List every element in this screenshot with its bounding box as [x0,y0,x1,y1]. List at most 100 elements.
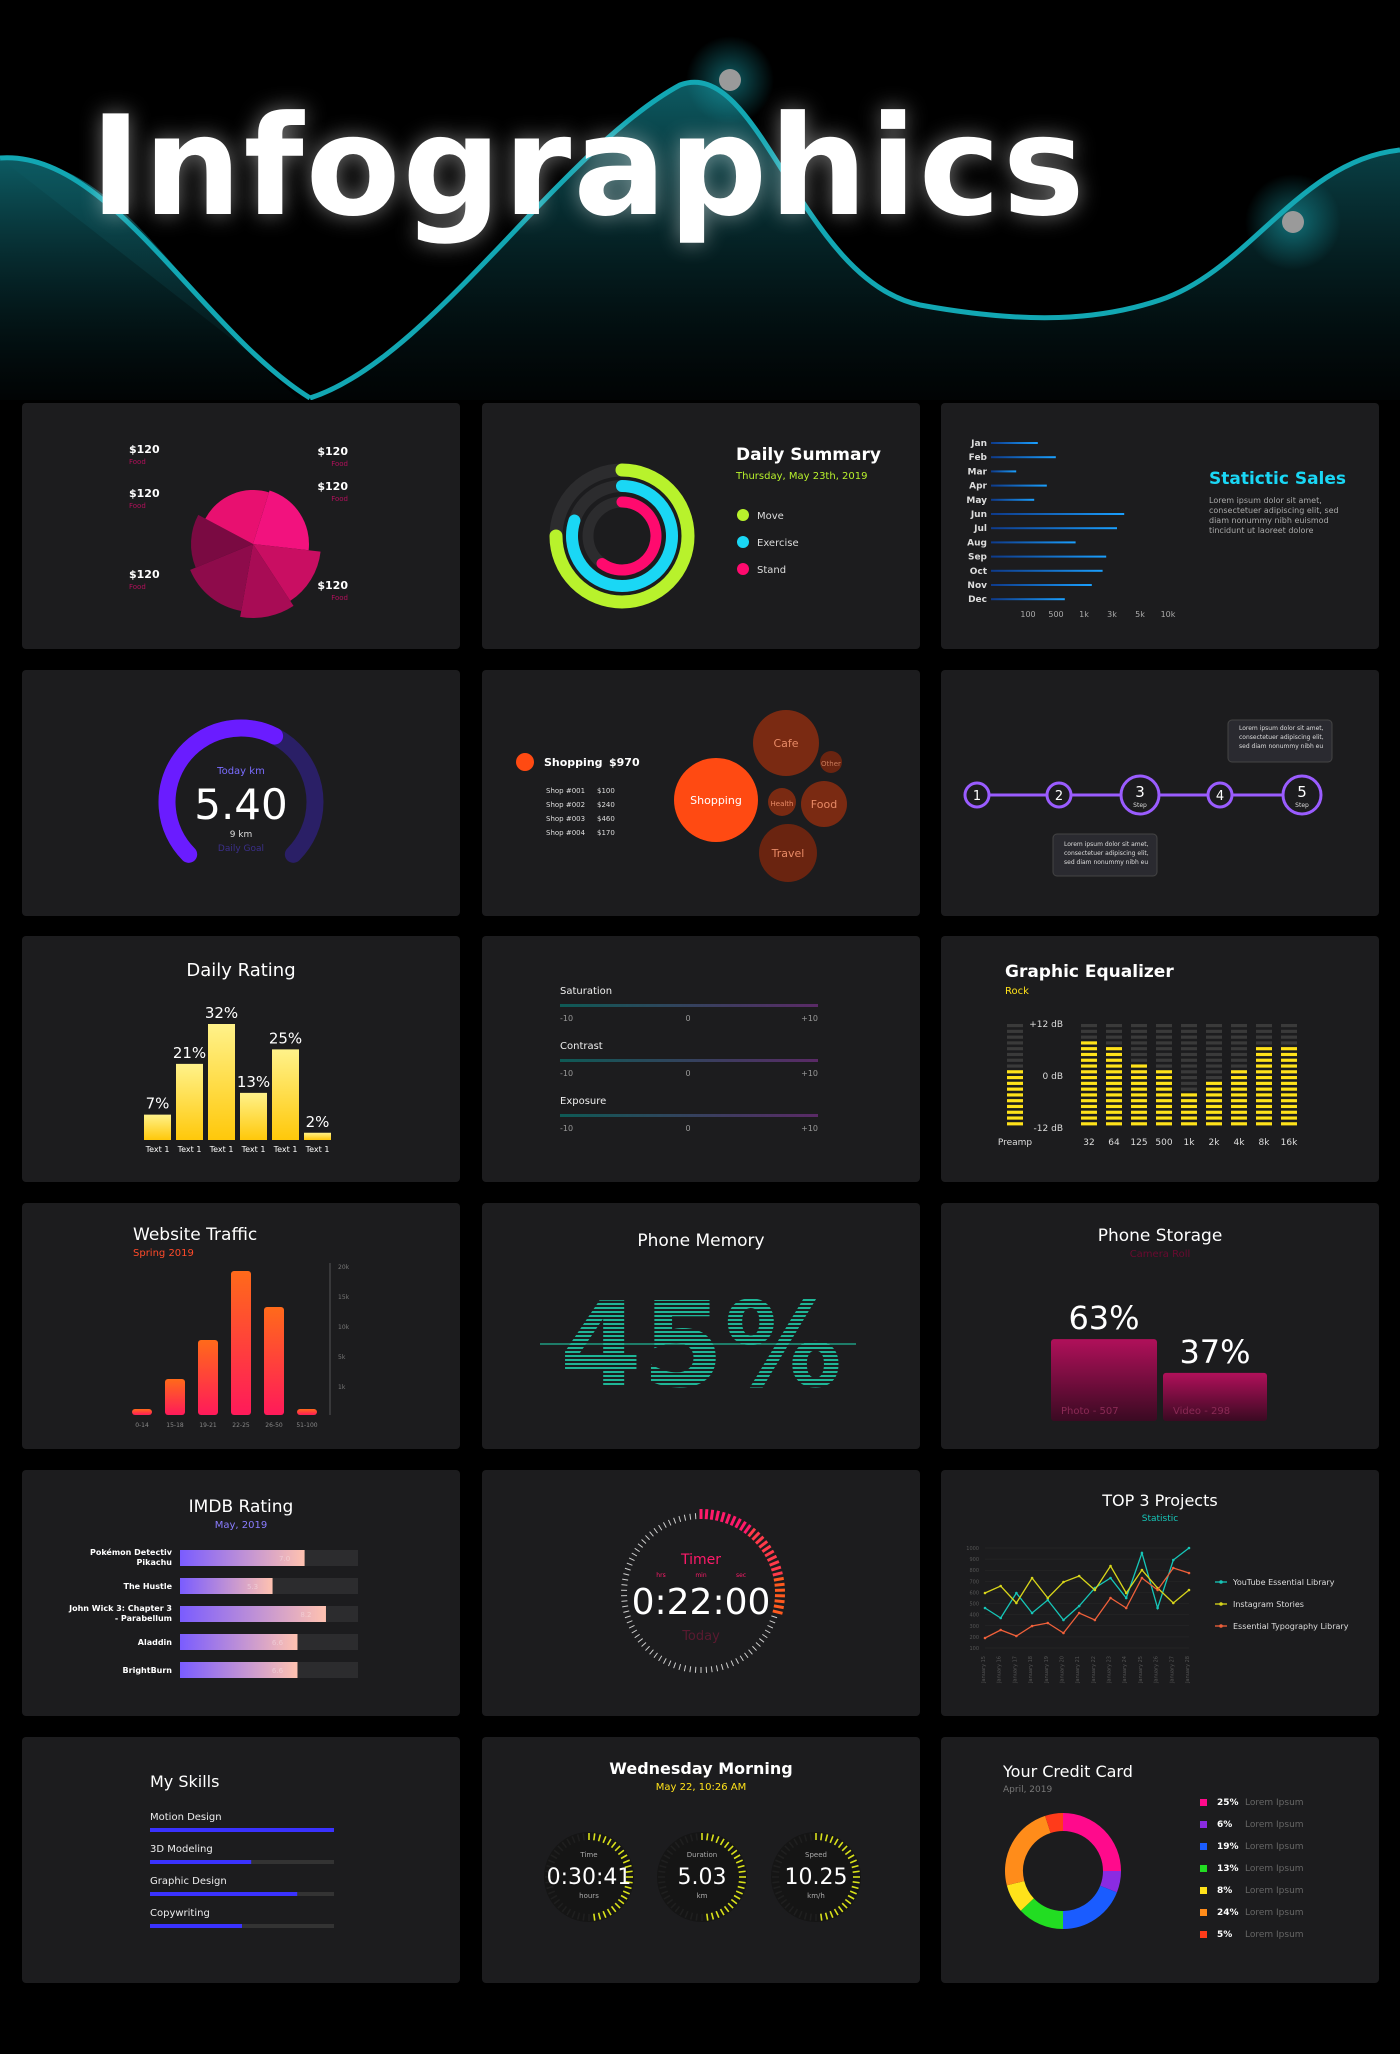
eq-segment [1081,1047,1097,1051]
slider-max: +10 [801,1014,818,1023]
gauge-value: 0:30:41 [547,1865,632,1890]
eq-segment [1281,1122,1297,1126]
graphic-equalizer: Graphic Equalizer Rock +12 dB 0 dB -12 dBPre… [998,962,1298,1148]
imdb-value: 8.2 [300,1611,311,1619]
activity-rings: Daily Summary Thursday, May 23th, 2019 Mov… [549,445,881,609]
gauge-tick [597,1912,602,1920]
timer-tick [653,1527,658,1534]
gauge-tick [733,1894,741,1900]
slider-max: +10 [801,1069,818,1078]
timer-tick [764,1629,771,1634]
shop-row-name: Shop #001 [546,787,585,795]
eq-segment [1231,1104,1247,1109]
skill-label: Motion Design [150,1812,222,1823]
timer-tick [634,1633,640,1639]
gauge-tick [614,1845,621,1852]
projects-point [1124,1596,1128,1600]
eq-segment [1106,1029,1122,1033]
timer-tick [774,1599,785,1604]
eq-segment [1181,1122,1197,1126]
eq-segment [1081,1081,1097,1085]
timer-tick [755,1642,761,1647]
gauge-tick [557,1902,564,1909]
gauge-tick [829,1910,834,1918]
steps-card: 1 2 3 Step 4 5 Step Lorem ipsum dolor sit amet,… [941,670,1379,916]
pie-slice-label: $120 [129,568,160,581]
eq-segment [1007,1070,1023,1074]
gauge-bg [544,1832,634,1922]
timer-tick [626,1562,633,1566]
timer-tick [624,1567,631,1571]
eq-segment [1156,1081,1172,1085]
x-tick: January 18 [1028,1656,1034,1684]
eq-segment [1206,1081,1222,1085]
step-number: 1 [973,789,981,804]
storage-bar [1163,1372,1267,1421]
timer-tick [631,1552,638,1557]
y-tick: 10k [338,1324,350,1331]
gauge-tick [571,1910,576,1918]
gauge-tick [566,1838,572,1846]
shopping-bubbles: Shopping $970 Shop #001 $100 Shop #002 $240 Sh… [516,710,847,882]
traffic-bar [132,1409,152,1415]
projects-point [983,1606,987,1610]
rating-value: 21% [173,1044,206,1062]
eq-segment [1181,1052,1197,1057]
traffic-bar [231,1271,251,1415]
gauge-tick [674,1841,681,1849]
sales-bar [991,555,1107,558]
gauge-tick [610,1905,617,1913]
gauge-tick [666,1849,674,1856]
timer-tick [748,1649,753,1655]
eq-segment [1181,1099,1197,1103]
sales-bar [991,498,1035,501]
projects-point [1077,1611,1081,1615]
eq-segment [1281,1047,1297,1051]
timer-tick [758,1540,769,1549]
gauge-value: 10.25 [785,1865,848,1890]
eq-segment [1131,1076,1147,1080]
step-number: 3 [1135,783,1145,801]
slider-min: -10 [560,1124,573,1133]
y-tick: 900 [969,1557,979,1563]
month-label: Feb [969,453,988,463]
equalizer-card: Graphic Equalizer Rock +12 dB 0 dB -12 dB Pre… [941,936,1379,1182]
legend-label: Stand [757,565,786,576]
y-tick: 5k [338,1354,346,1361]
website-traffic-card: Website Traffic Spring 2019 20k 15k 10k 5k 1k 0… [22,1203,460,1449]
eq-segment [1281,1110,1297,1114]
eq-band-label: 1k [1184,1138,1196,1148]
timer-tick [649,1649,654,1655]
projects-series-line [984,1564,1190,1605]
projects-point [1124,1606,1128,1610]
eq-segment [1007,1058,1023,1062]
legend-dot [737,536,749,548]
storage-label: Photo - 507 [1061,1406,1119,1417]
eq-segment [1156,1047,1172,1051]
gauge-tick [624,1864,632,1869]
projects-line-chart: TOP 3 Projects Statistic 1000 900 800 700 600 5… [966,1491,1348,1684]
rating-bar [208,1024,235,1140]
traffic-subtitle: Spring 2019 [133,1248,194,1259]
gauge-tick [679,1838,685,1846]
rating-bar [272,1049,299,1140]
tooltip-text: Lorem ipsum dolor sit amet, [1239,725,1324,732]
gauge-bg [771,1832,861,1922]
credit-legend-percent: 25% [1217,1798,1239,1808]
projects-point [1140,1568,1144,1572]
ring-exercise [566,480,678,592]
timer-tick [710,1666,713,1673]
eq-segment [1106,1093,1122,1097]
slider-max: +10 [801,1124,818,1133]
morning-gauges: Wednesday Morning May 22, 10:26 AM Time 0:3… [544,1759,861,1922]
gauge-label: Time [579,1851,597,1859]
shopping-card: Shopping $970 Shop #001 $100 Shop #002 $240 Sh… [482,670,920,916]
gauge-tick [661,1890,669,1895]
eq-segment [1131,1110,1147,1114]
eq-segment [1156,1024,1172,1028]
timer-tick [668,1519,672,1526]
imdb-label: Aladdin [138,1638,173,1647]
eq-segment [1081,1093,1097,1097]
bubble-health [768,788,796,816]
